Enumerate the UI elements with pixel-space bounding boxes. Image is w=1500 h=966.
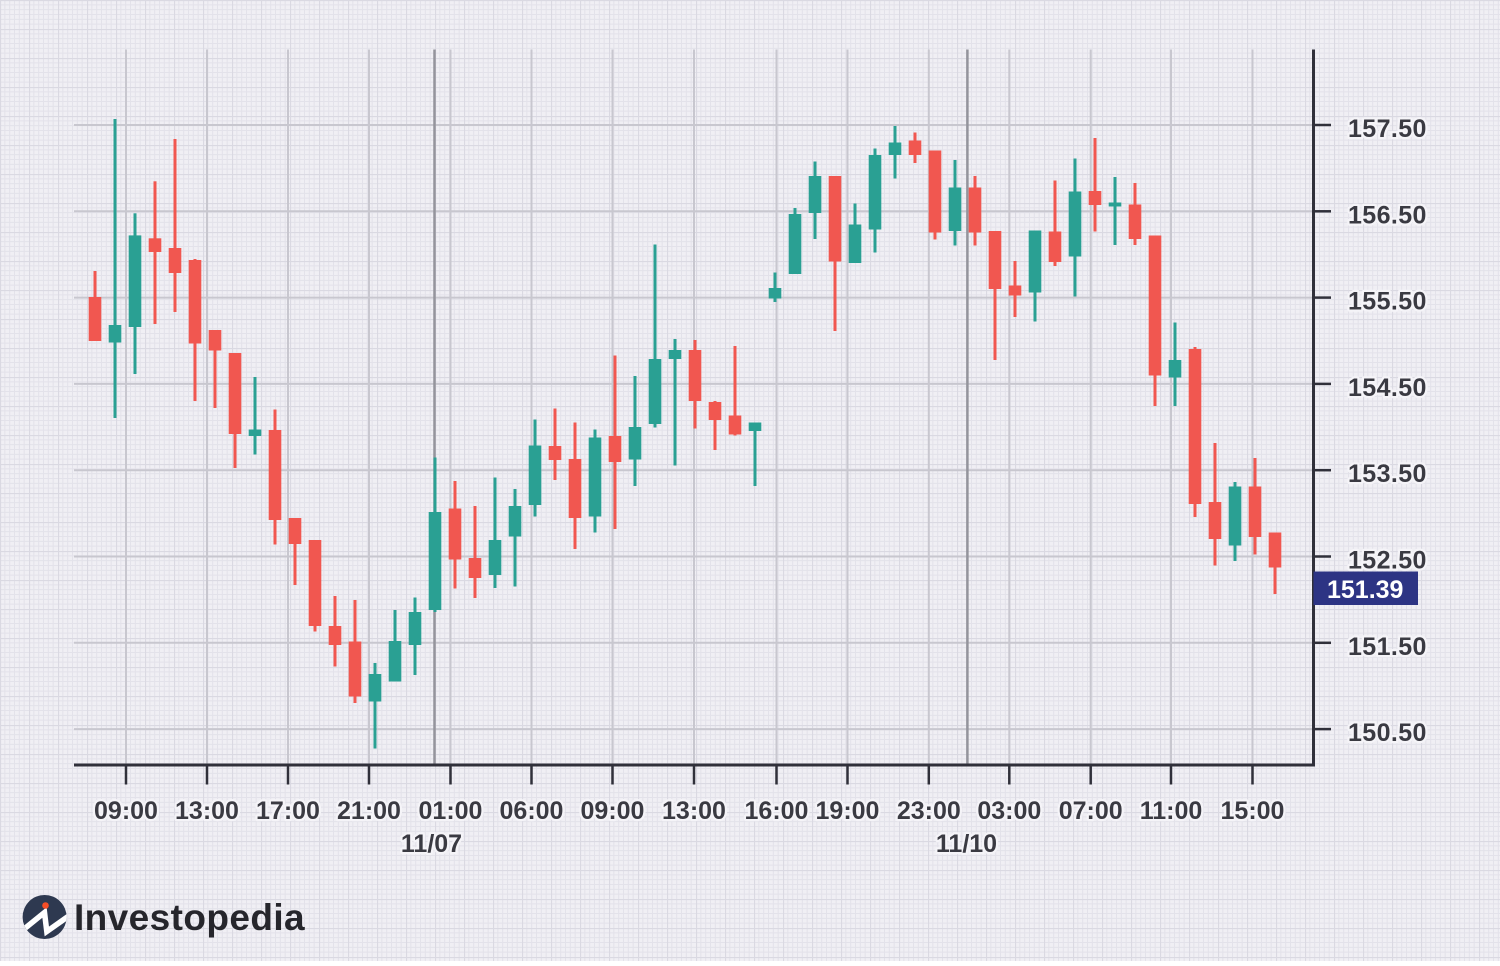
svg-text:11/07: 11/07 xyxy=(401,830,462,858)
svg-text:152.50: 152.50 xyxy=(1348,547,1427,575)
svg-text:17:00: 17:00 xyxy=(256,797,320,825)
svg-text:11:00: 11:00 xyxy=(1140,797,1203,825)
svg-text:154.50: 154.50 xyxy=(1348,374,1427,402)
svg-text:06:00: 06:00 xyxy=(500,797,564,825)
svg-text:16:00: 16:00 xyxy=(745,797,809,825)
svg-text:07:00: 07:00 xyxy=(1059,797,1123,825)
svg-text:09:00: 09:00 xyxy=(94,797,158,825)
svg-text:153.50: 153.50 xyxy=(1348,460,1427,488)
svg-text:150.50: 150.50 xyxy=(1348,719,1427,747)
svg-text:151.39: 151.39 xyxy=(1327,576,1403,604)
svg-text:151.50: 151.50 xyxy=(1348,633,1427,661)
svg-text:157.50: 157.50 xyxy=(1348,115,1427,143)
svg-text:13:00: 13:00 xyxy=(662,797,726,825)
svg-text:13:00: 13:00 xyxy=(175,797,239,825)
svg-text:19:00: 19:00 xyxy=(816,797,880,825)
svg-text:21:00: 21:00 xyxy=(337,797,401,825)
svg-text:03:00: 03:00 xyxy=(977,797,1041,825)
svg-text:01:00: 01:00 xyxy=(419,797,483,825)
svg-text:Investopedia: Investopedia xyxy=(74,897,305,938)
svg-text:09:00: 09:00 xyxy=(581,797,645,825)
svg-text:156.50: 156.50 xyxy=(1348,201,1427,229)
svg-text:155.50: 155.50 xyxy=(1348,288,1427,316)
svg-text:11/10: 11/10 xyxy=(936,830,997,858)
svg-text:15:00: 15:00 xyxy=(1221,797,1285,825)
svg-text:23:00: 23:00 xyxy=(897,797,961,825)
